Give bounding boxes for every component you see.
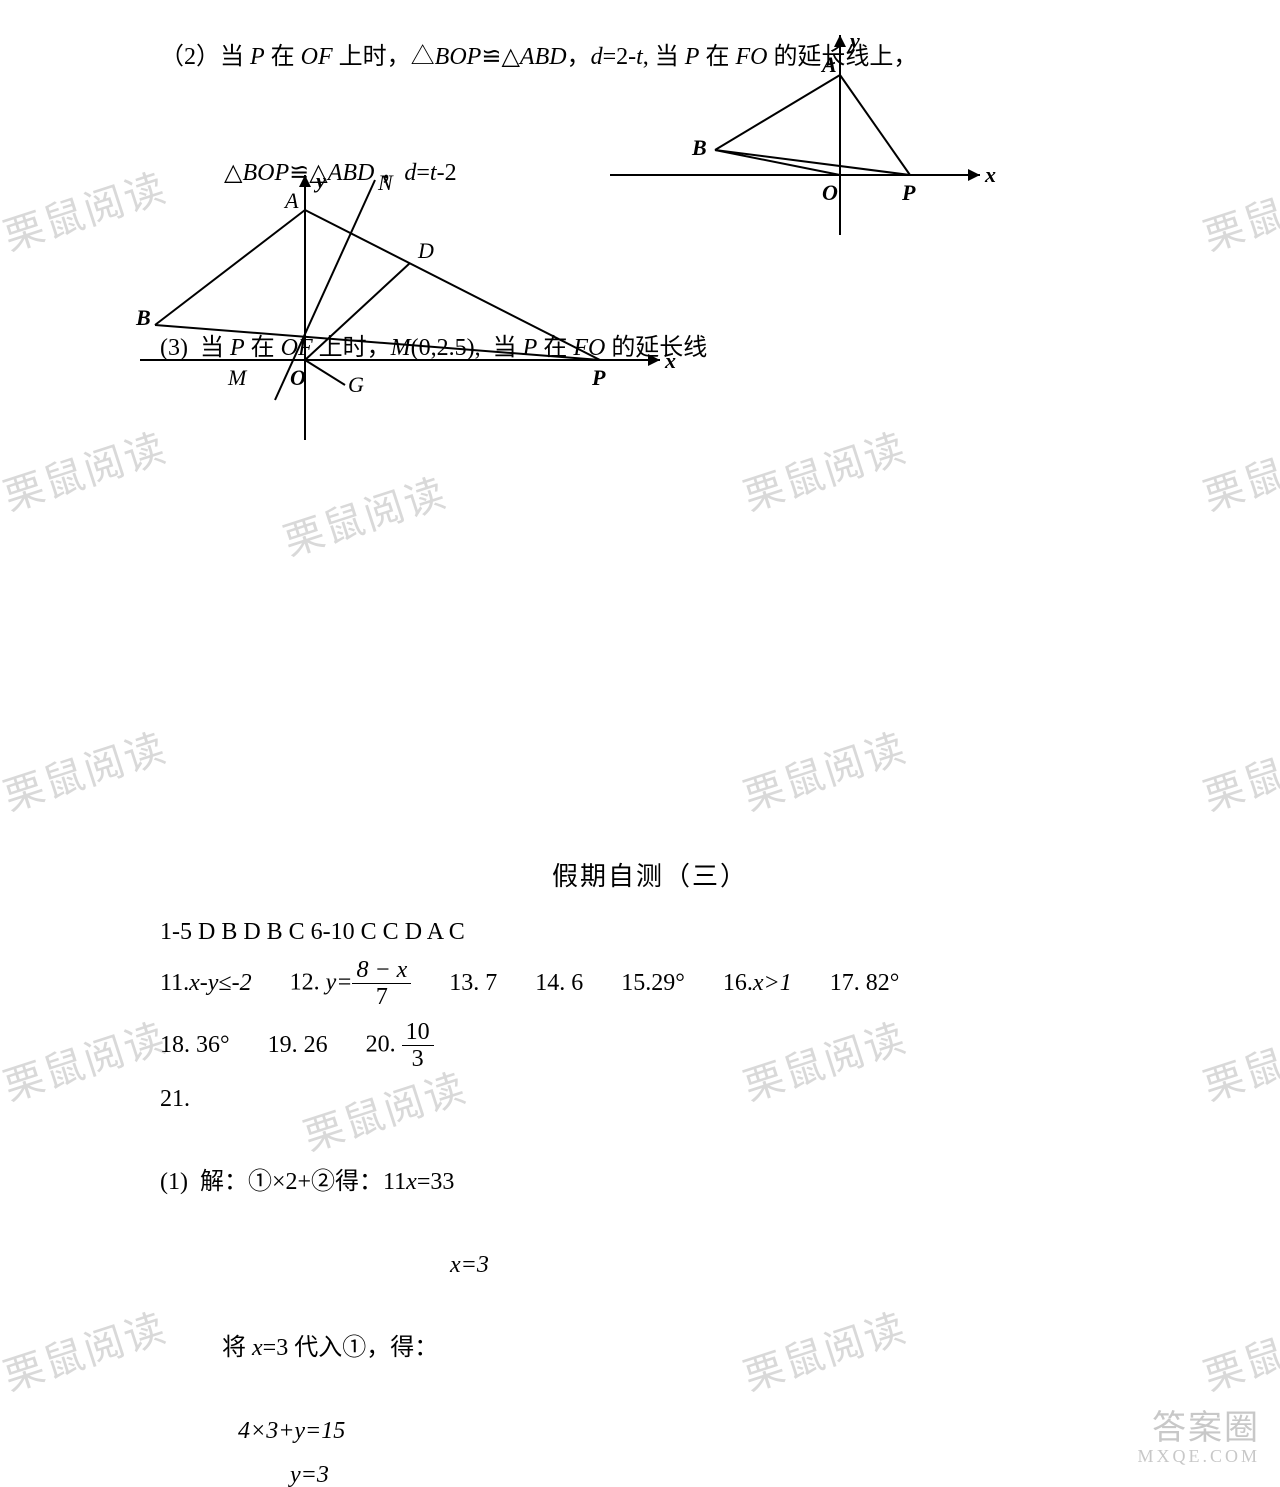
q21-sub: 将 x=3 代入①，得： (160, 1290, 1140, 1405)
watermark: 栗鼠阅读 (0, 715, 173, 822)
fig1-y: y (313, 168, 326, 193)
watermark: 栗鼠阅读 (1195, 1295, 1280, 1402)
fig2-P: P (901, 180, 916, 205)
fig1-G: G (348, 372, 364, 397)
watermark: 栗鼠阅读 (1195, 415, 1280, 522)
section-title: 假期自测（三） (160, 856, 1140, 893)
ans-18-20: 18. 36° 19. 26 20. 103 (160, 1019, 1140, 1073)
fig1-P: P (591, 365, 606, 390)
fig1-N: N (377, 170, 394, 195)
q21-sub2: 4×3+y=15 (160, 1412, 1140, 1450)
watermark: 栗鼠阅读 (1195, 1005, 1280, 1112)
watermark: 栗鼠阅读 (0, 1295, 173, 1402)
fig1-A: A (283, 188, 299, 213)
logo-top: 答案圈 (1137, 1410, 1260, 1447)
watermark: 栗鼠阅读 (0, 1005, 173, 1112)
fig2-A: A (820, 52, 837, 77)
ans-1-10: 1-5 D B D B C 6-10 C C D A C (160, 913, 1140, 951)
fig2-x: x (984, 162, 996, 187)
watermark: 栗鼠阅读 (1195, 155, 1280, 262)
fig2-y: y (847, 28, 860, 53)
fig1-B: B (135, 305, 151, 330)
q21-1-head: (1) 解：①×2+②得：11x=33 (160, 1125, 1140, 1240)
site-logo: 答案圈 MXQE.COM (1137, 1410, 1260, 1467)
figure-2: y A B O P x (590, 20, 1010, 250)
q21-y3: y=3 (160, 1456, 1140, 1487)
fig2-O: O (822, 180, 838, 205)
fig1-M: M (227, 365, 248, 390)
q21-x3: x=3 (160, 1246, 1140, 1284)
fig1-D: D (417, 238, 434, 263)
fig2-B: B (691, 135, 707, 160)
page-content: （2）当 P 在 OF 上时，△BOP≌△ABD，d=2-t, 当 P 在 FO… (160, 0, 1140, 1487)
watermark: 栗鼠阅读 (1195, 715, 1280, 822)
ans-21: 21. (160, 1080, 1140, 1118)
fig1-O: O (290, 365, 306, 390)
fig1-x: x (664, 348, 676, 373)
logo-bottom: MXQE.COM (1137, 1447, 1260, 1467)
answers-block: 1-5 D B D B C 6-10 C C D A C 11.x-y≤-2 1… (160, 913, 1140, 1487)
ans-11-17: 11.x-y≤-2 12. y=8 − x7 13. 7 14. 6 15.29… (160, 957, 1140, 1011)
